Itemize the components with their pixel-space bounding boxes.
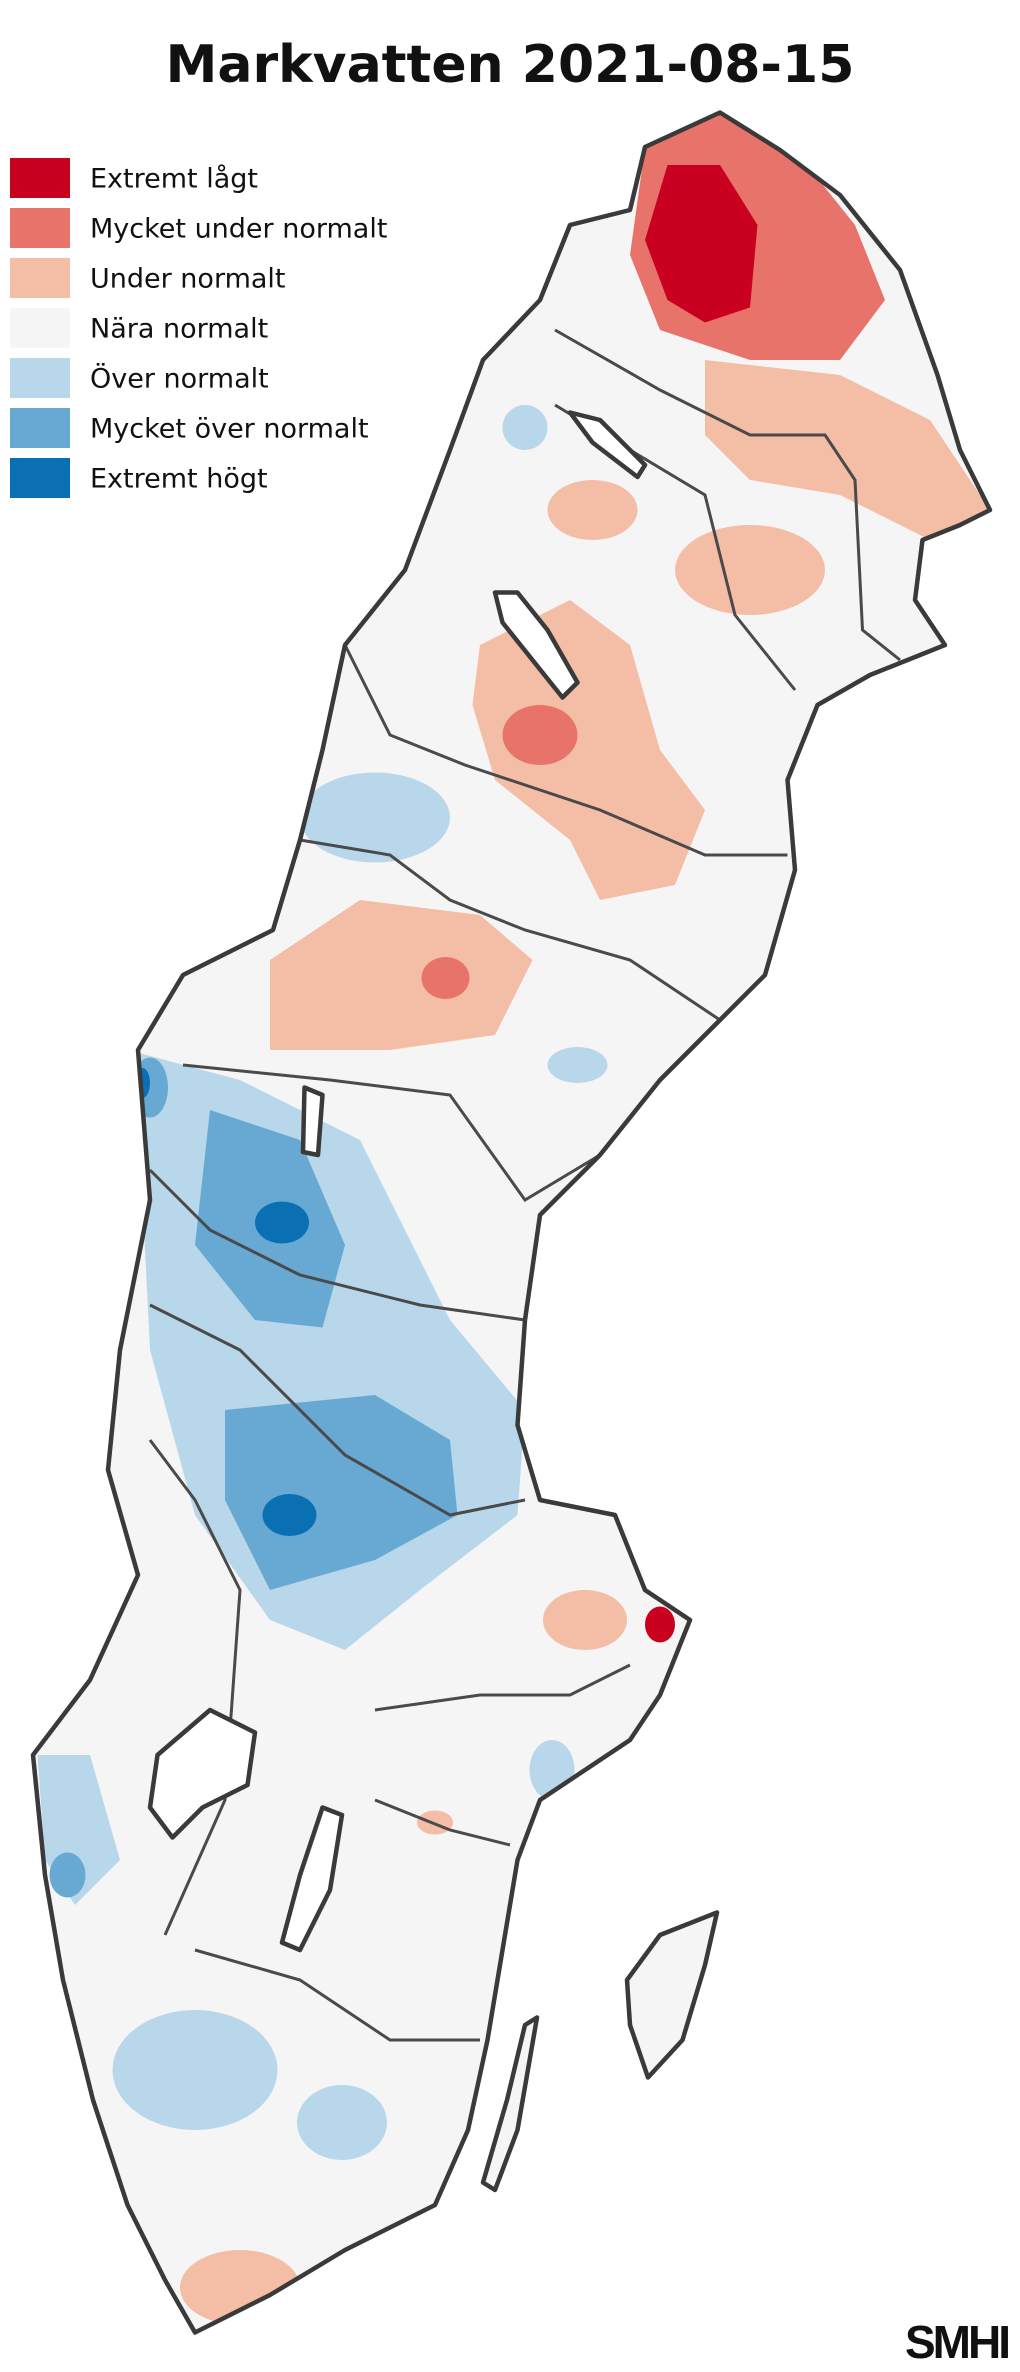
lakes: [147, 410, 648, 1953]
legend-swatch: [10, 408, 70, 448]
legend-swatch: [10, 208, 70, 248]
legend-label: Under normalt: [90, 264, 286, 295]
legend-label: Extremt högt: [90, 464, 268, 495]
legend-label: Mycket under normalt: [90, 214, 387, 245]
country-border: [30, 110, 993, 2335]
field-extreme-low: [645, 165, 758, 1643]
legend-swatch: [10, 158, 70, 198]
legend-swatch: [10, 358, 70, 398]
island: [480, 2015, 540, 2193]
legend-label: Nära normalt: [90, 314, 268, 345]
legend: Extremt lågt Mycket under normalt Under no…: [10, 158, 387, 498]
county-borders: [148, 328, 901, 2042]
legend-label: Över normalt: [90, 363, 269, 395]
legend-label: Mycket över normalt: [90, 414, 369, 445]
field-under-normal: [180, 360, 990, 2325]
legend-label: Extremt lågt: [90, 164, 258, 195]
island: [624, 1910, 720, 2080]
legend-swatch: [10, 308, 70, 348]
logo: SMHI: [905, 2316, 1008, 2368]
field-extreme-high: [135, 1068, 317, 1536]
legend-swatch: [10, 458, 70, 498]
legend-swatch: [10, 258, 70, 298]
field-much-above: [49, 1057, 458, 1898]
map-title: Markvatten 2021-08-15: [166, 35, 855, 95]
